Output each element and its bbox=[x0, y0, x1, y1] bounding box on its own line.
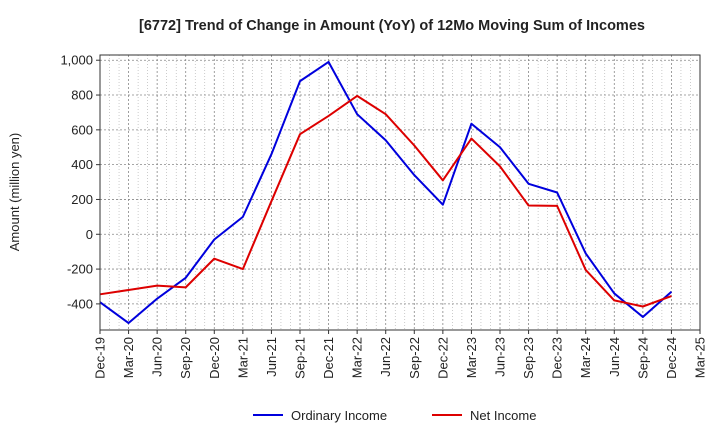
axis-layer: -400 -200 0 200 400 600 800 1,000 Dec-19 Mar-20 Ju… bbox=[60, 53, 707, 379]
x-tick-label: Dec-20 bbox=[207, 337, 222, 379]
y-tick-label: 1,000 bbox=[60, 53, 93, 68]
y-tick-label: -200 bbox=[67, 262, 93, 277]
x-tick-label: Mar-23 bbox=[464, 337, 479, 378]
plot-frame bbox=[99, 54, 701, 331]
x-tick-label: Jun-23 bbox=[493, 337, 508, 377]
x-tick-label: Sep-21 bbox=[293, 337, 308, 379]
x-tick-label: Mar-21 bbox=[235, 337, 250, 378]
grid-layer bbox=[99, 55, 701, 330]
x-tick-label: Dec-22 bbox=[435, 337, 450, 379]
legend-label: Ordinary Income bbox=[291, 408, 387, 423]
x-tick-label: Sep-22 bbox=[407, 337, 422, 379]
x-tick-label: Jun-20 bbox=[150, 337, 165, 377]
y-tick-label: 400 bbox=[71, 157, 93, 172]
chart-title: [6772] Trend of Change in Amount (YoY) o… bbox=[139, 18, 645, 34]
x-tick-label: Dec-24 bbox=[664, 337, 679, 379]
x-tick-label: Sep-20 bbox=[178, 337, 193, 379]
y-tick-label: -400 bbox=[67, 296, 93, 311]
series-line-ordinary-income bbox=[99, 60, 673, 325]
y-tick-label: 800 bbox=[71, 88, 93, 103]
x-tick-label: Mar-25 bbox=[693, 337, 708, 378]
x-tick-label: Jun-22 bbox=[378, 337, 393, 377]
legend-label: Net Income bbox=[470, 408, 536, 423]
x-tick-label: Mar-22 bbox=[350, 337, 365, 378]
x-tick-label: Jun-21 bbox=[264, 337, 279, 377]
series-layer bbox=[99, 60, 673, 325]
x-tick-label: Dec-19 bbox=[93, 337, 108, 379]
x-tick-label: Sep-24 bbox=[635, 337, 650, 379]
y-axis-label: Amount (million yen) bbox=[7, 133, 22, 252]
series-line-net-income bbox=[99, 94, 672, 308]
legend: Ordinary Income Net Income bbox=[253, 408, 536, 423]
x-tick-label: Sep-23 bbox=[521, 337, 536, 379]
y-tick-label: 600 bbox=[71, 122, 93, 137]
x-tick-label: Dec-23 bbox=[550, 337, 565, 379]
x-tick-label: Mar-24 bbox=[578, 337, 593, 378]
y-tick-label: 200 bbox=[71, 192, 93, 207]
x-tick-label: Dec-21 bbox=[321, 337, 336, 379]
y-tick-label: 0 bbox=[86, 227, 93, 242]
x-tick-label: Jun-24 bbox=[607, 337, 622, 377]
x-tick-label: Mar-20 bbox=[121, 337, 136, 378]
